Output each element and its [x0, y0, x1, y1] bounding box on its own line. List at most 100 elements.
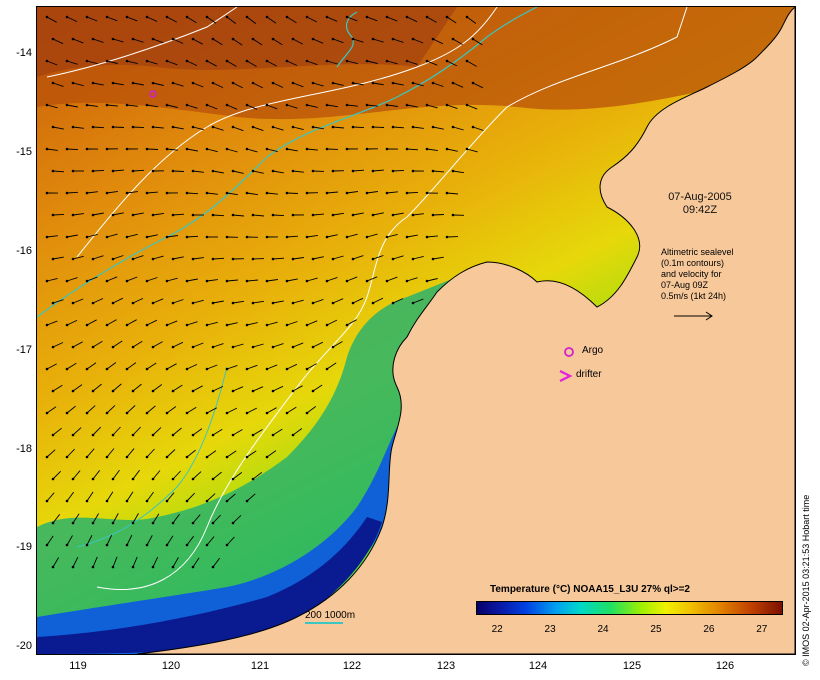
velocity-arrow-origin — [65, 455, 69, 459]
velocity-arrow-origin — [85, 59, 89, 63]
velocity-arrow-origin — [45, 411, 49, 415]
velocity-arrow-origin — [91, 389, 95, 393]
velocity-arrow — [132, 38, 144, 43]
velocity-arrow — [292, 342, 304, 348]
velocity-arrow — [152, 556, 159, 568]
velocity-arrow-origin — [105, 411, 109, 415]
velocity-arrow-origin — [325, 191, 329, 195]
velocity-arrow — [172, 38, 184, 44]
velocity-arrow — [212, 82, 224, 89]
velocity-arrow — [126, 16, 138, 22]
velocity-arrow — [172, 256, 184, 260]
legend-line: 07-Aug 09Z — [661, 280, 709, 290]
velocity-arrow — [86, 534, 93, 546]
velocity-arrow-origin — [451, 213, 455, 217]
velocity-arrow — [206, 364, 218, 370]
sst-map-canvas — [37, 7, 795, 654]
velocity-arrow-origin — [205, 543, 209, 547]
velocity-arrow-origin — [391, 125, 395, 129]
velocity-arrow-origin — [145, 323, 149, 327]
velocity-arrow — [412, 38, 424, 44]
velocity-arrow-origin — [65, 59, 69, 63]
velocity-arrow-origin — [71, 565, 75, 569]
velocity-arrow — [172, 170, 185, 172]
velocity-arrow-origin — [45, 15, 49, 19]
velocity-arrow — [272, 170, 284, 174]
velocity-arrow — [172, 470, 181, 480]
velocity-arrow-origin — [111, 213, 115, 217]
velocity-arrow — [152, 427, 162, 436]
velocity-arrow-origin — [65, 147, 69, 151]
velocity-arrow-origin — [145, 59, 149, 63]
velocity-arrow — [226, 16, 237, 24]
velocity-arrow-origin — [245, 15, 249, 19]
velocity-arrow-origin — [211, 521, 215, 525]
velocity-arrow-origin — [251, 389, 255, 393]
velocity-arrow — [366, 233, 378, 238]
velocity-arrow — [206, 104, 218, 110]
velocity-arrow — [286, 60, 298, 66]
velocity-arrow — [172, 341, 184, 348]
velocity-arrow — [292, 299, 304, 304]
velocity-arrow — [106, 104, 118, 107]
velocity-arrow-origin — [65, 367, 69, 371]
velocity-arrow — [212, 38, 223, 46]
velocity-arrow-origin — [191, 433, 195, 437]
velocity-arrow — [292, 38, 304, 45]
velocity-arrow — [146, 148, 159, 150]
velocity-arrow-origin — [71, 301, 75, 305]
velocity-arrow-origin — [205, 59, 209, 63]
velocity-arrow-origin — [125, 543, 129, 547]
velocity-arrow-origin — [325, 59, 329, 63]
velocity-arrow — [372, 169, 385, 172]
velocity-arrow — [106, 491, 114, 502]
velocity-arrow-origin — [185, 279, 189, 283]
velocity-arrow — [86, 362, 97, 370]
velocity-arrow-origin — [45, 367, 49, 371]
velocity-arrow-origin — [245, 235, 249, 239]
velocity-arrow — [72, 298, 84, 304]
velocity-arrow-origin — [311, 37, 315, 41]
velocity-arrow — [406, 234, 418, 238]
velocity-arrow-origin — [45, 235, 49, 239]
velocity-arrow — [132, 340, 143, 348]
velocity-arrow — [366, 60, 378, 64]
velocity-arrow — [346, 104, 358, 107]
velocity-arrow — [252, 386, 264, 392]
velocity-arrow — [446, 192, 459, 195]
velocity-arrow — [432, 82, 444, 87]
velocity-arrow — [106, 60, 118, 64]
velocity-arrow-origin — [291, 345, 295, 349]
lon-label: 124 — [528, 660, 548, 672]
velocity-arrow — [112, 383, 122, 392]
legend-line: (0.1m contours) — [661, 258, 725, 268]
temperature-colorbar — [476, 601, 783, 615]
velocity-arrow-origin — [311, 389, 315, 393]
velocity-arrow-origin — [131, 565, 135, 569]
velocity-arrow — [446, 16, 457, 24]
velocity-arrow — [72, 213, 84, 216]
velocity-arrow — [412, 255, 424, 260]
velocity-arrow-origin — [51, 125, 55, 129]
velocity-arrow — [252, 214, 265, 217]
velocity-arrow-origin — [131, 257, 135, 261]
velocity-arrow-origin — [205, 455, 209, 459]
velocity-arrow-origin — [105, 499, 109, 503]
velocity-arrow-origin — [231, 477, 235, 481]
velocity-arrow — [52, 213, 65, 216]
velocity-arrow — [226, 279, 239, 282]
velocity-arrow-origin — [225, 59, 229, 63]
velocity-arrow — [166, 363, 177, 370]
velocity-arrow-origin — [85, 191, 89, 195]
velocity-arrow — [146, 491, 154, 502]
velocity-arrow — [252, 126, 264, 132]
velocity-arrow-origin — [51, 257, 55, 261]
velocity-arrow-origin — [151, 257, 155, 261]
drifter-legend-icon — [559, 370, 573, 382]
velocity-arrow-origin — [331, 345, 335, 349]
velocity-arrow-origin — [205, 499, 209, 503]
velocity-arrow — [66, 535, 73, 546]
velocity-arrow-origin — [371, 301, 375, 305]
colorbar-tick: 23 — [544, 624, 556, 635]
velocity-arrow — [106, 534, 113, 546]
